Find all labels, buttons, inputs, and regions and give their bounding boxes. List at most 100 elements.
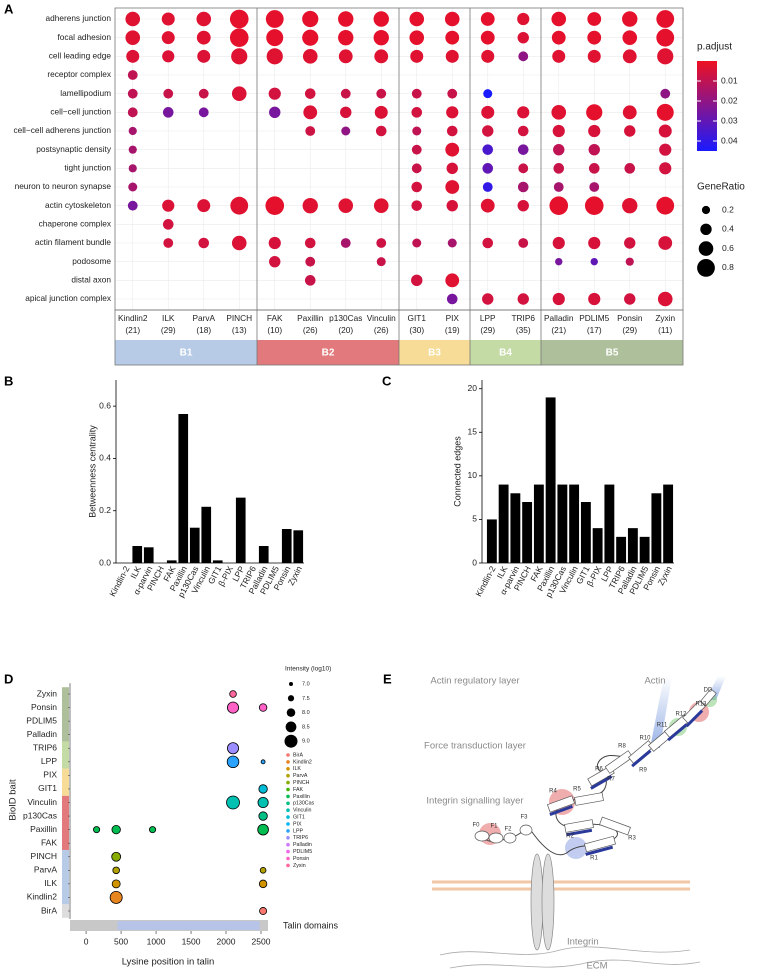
dot: [622, 105, 637, 120]
bar: [569, 484, 580, 563]
dot: [412, 126, 422, 136]
dot: [444, 11, 460, 27]
domain-label: Talin domains: [283, 920, 339, 930]
column-count: (18): [196, 325, 211, 335]
row-label: podosome: [72, 256, 111, 266]
column-label: PINCH: [226, 313, 252, 323]
actin-beam: [650, 676, 672, 748]
legend-swatch: [286, 753, 290, 757]
legend-swatch: [286, 780, 290, 785]
dot: [551, 11, 567, 27]
legend-swatch: [286, 760, 290, 764]
row-label: adherens junction: [45, 13, 111, 23]
dot: [230, 196, 249, 215]
column-label: Kindlin2: [118, 313, 148, 323]
dot: [659, 143, 672, 156]
x-tick-label: 2500: [252, 936, 271, 946]
dot: [376, 238, 387, 248]
group-strip: [62, 768, 69, 796]
domain-label: R2: [566, 834, 574, 840]
column-count: (29): [480, 325, 495, 335]
dot: [196, 11, 212, 27]
point: [226, 795, 240, 810]
domain-label: DD: [704, 688, 713, 694]
layer-label: Integrin signalling layer: [426, 796, 523, 807]
domain-label: R9: [639, 768, 647, 774]
group-strip: [62, 741, 69, 769]
row-label: cell−cell adherens junction: [13, 125, 111, 135]
column-label: Paxillin: [297, 313, 324, 323]
bar: [522, 502, 533, 563]
domain-label: R10: [639, 736, 651, 742]
bar: [281, 529, 292, 563]
y-tick-label: LPP: [41, 756, 57, 766]
bar: [189, 527, 200, 563]
colorbar-label: 0.01: [721, 75, 738, 85]
colorbar-label: 0.03: [721, 115, 738, 125]
dot: [517, 181, 529, 193]
legend-dot: [698, 241, 714, 256]
legend-dot: [697, 259, 715, 277]
panel-label: A: [4, 1, 14, 16]
dot: [446, 162, 458, 175]
dot: [198, 107, 209, 118]
y-tick-label: p130Cas: [23, 810, 57, 820]
domain-label: R11: [657, 723, 668, 729]
dot: [482, 163, 494, 174]
legend-label: TRIP6: [293, 835, 308, 841]
x-tick-label: 0: [84, 936, 89, 946]
legend-label: 0.8: [722, 262, 734, 272]
legend-dot: [287, 695, 295, 702]
dot: [409, 30, 425, 45]
dot: [411, 144, 422, 155]
row-label: chaperone complex: [39, 219, 112, 229]
column-count: (29): [622, 325, 637, 335]
dot: [551, 30, 566, 45]
dot: [445, 142, 460, 157]
diagram-e: E Actin Actin regulatory layer Force tra…: [383, 671, 726, 972]
dot: [163, 238, 174, 248]
dot: [481, 49, 495, 63]
row-label: lamellipodium: [60, 88, 111, 98]
legend-label: 7.5: [302, 696, 310, 702]
bar: [510, 493, 521, 563]
dot: [447, 88, 458, 99]
point: [258, 784, 268, 794]
dot: [553, 163, 565, 174]
group-bar: [541, 340, 683, 365]
point: [149, 826, 157, 834]
dot: [552, 292, 565, 306]
dot: [622, 11, 638, 27]
dot: [588, 124, 601, 138]
dot: [375, 125, 387, 137]
point: [111, 879, 121, 889]
dot: [196, 30, 211, 45]
legend-label: Paxillin: [293, 794, 310, 800]
column-label: TRIP6: [511, 313, 535, 323]
y-tick-label: Zyxin: [37, 688, 58, 698]
point: [260, 759, 266, 765]
panel-label: E: [383, 671, 392, 686]
dot: [128, 145, 137, 154]
dot: [517, 106, 530, 119]
y-tick-label: 0.0: [99, 557, 111, 567]
dot: [198, 88, 209, 99]
row-label: focal adhesion: [57, 32, 111, 42]
bar: [486, 519, 497, 563]
bar: [201, 506, 212, 563]
dot: [266, 29, 284, 47]
domain-label: R8: [618, 744, 626, 750]
dot: [304, 237, 316, 249]
dot: [624, 293, 636, 305]
bar: [651, 493, 662, 563]
row-label: apical junction complex: [25, 293, 112, 303]
dot: [480, 198, 495, 213]
domain-helices: [549, 709, 704, 856]
point: [112, 866, 120, 875]
layer-label: Force transduction layer: [424, 741, 526, 752]
bar: [639, 536, 650, 563]
bar: [293, 530, 304, 563]
legend-swatch: [286, 863, 290, 868]
dot: [412, 238, 422, 248]
column-count: (21): [551, 325, 566, 335]
